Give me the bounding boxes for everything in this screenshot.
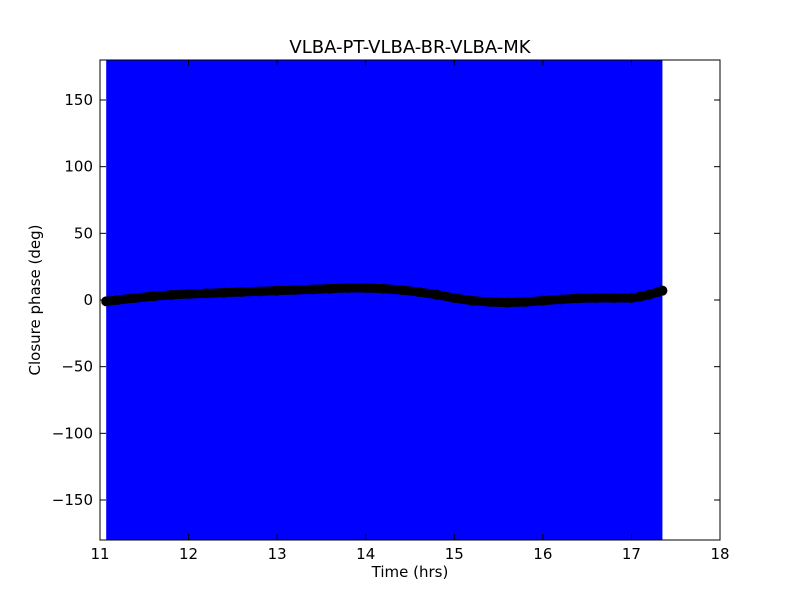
y-tick-label: 0 [83,291,93,309]
x-tick-label: 12 [179,545,198,563]
data-point [272,285,283,296]
data-point [431,289,442,300]
y-tick-label: 150 [64,91,93,109]
data-point [343,283,353,293]
data-point [502,297,513,308]
chart-title: VLBA-PT-VLBA-BR-VLBA-MK [289,37,531,58]
y-tick-label: −150 [52,491,93,509]
x-tick-label: 13 [268,545,287,563]
y-tick-label: 100 [64,158,93,176]
x-tick-label: 11 [90,545,109,563]
data-point [307,284,318,295]
x-tick-label: 18 [710,545,729,563]
data-point [236,287,247,297]
x-tick-label: 16 [533,545,552,563]
data-point [635,291,646,302]
y-tick-label: −100 [52,424,93,442]
data-point [130,293,141,303]
data-point [608,293,619,303]
data-point [657,285,668,296]
data-point [378,283,389,294]
data-point [219,287,229,298]
y-axis-label: Closure phase (deg) [26,225,44,376]
data-point [148,291,159,302]
axis-ticks: 11 12 13 14 15 16 17 18 −150 −100 −50 0 50 100 150 [52,60,730,563]
x-axis-label: Time (hrs) [371,563,449,581]
plot-area [101,60,668,540]
data-point [254,286,265,297]
data-point [537,295,548,306]
data-point [396,285,407,295]
x-tick-label: 14 [356,545,375,563]
data-point [325,283,336,294]
data-point [101,296,112,307]
x-tick-label: 15 [445,545,464,563]
data-point [201,288,212,299]
data-point [360,283,371,293]
data-point [484,297,495,307]
data-point [520,297,531,307]
data-point [289,285,300,295]
data-point [413,287,424,297]
data-point [467,295,477,306]
data-point [183,289,194,299]
data-point [112,295,123,305]
data-point [591,293,601,303]
data-point [165,289,176,300]
data-point [449,293,460,303]
data-point [555,294,566,305]
x-tick-label: 17 [622,545,641,563]
data-point [626,293,637,303]
data-point [644,289,655,300]
y-tick-label: 50 [74,224,93,242]
data-point [573,293,584,304]
y-tick-label: −50 [61,358,93,376]
